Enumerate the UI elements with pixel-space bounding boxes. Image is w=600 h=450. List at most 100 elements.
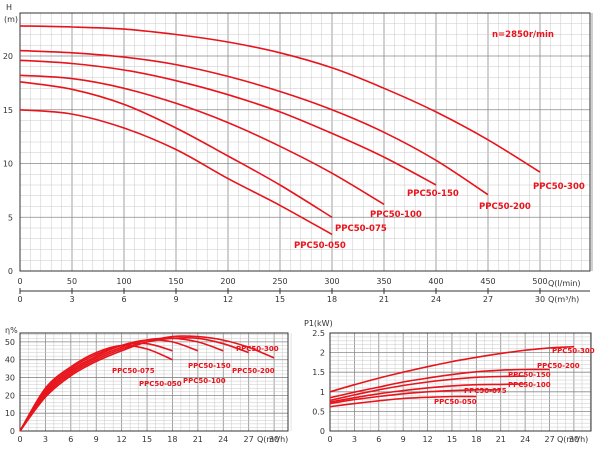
power-xlabel: Q(m³/h) [557,435,588,444]
eff-label-ppc50-300: PPC50-300 [236,345,279,353]
eff-label-ppc50-100: PPC50-100 [183,377,226,385]
eff-x-tick-label: 9 [94,435,99,444]
power-curves [329,345,575,408]
pow-label-ppc50-150: PPC50-150 [508,371,551,379]
pow-y-tick-label: 0.5 [312,407,325,416]
efficiency-curves [19,335,275,432]
head-label-ppc50-200: PPC50-200 [479,202,531,212]
pow-label-ppc50-300: PPC50-300 [552,347,595,355]
head-x2-tick-label: 0 [17,295,22,304]
head-curve-ppc50-075 [19,81,333,218]
pow-x-tick-label: 3 [352,435,357,444]
head-x2-tick-label: 6 [121,295,126,304]
eff-label-ppc50-150: PPC50-150 [188,362,231,370]
pow-curve-ppc50-075 [329,388,501,405]
head-y-tick-label: 5 [8,213,13,222]
pow-plot-frame [329,332,592,432]
eff-curve-ppc50-150 [19,337,224,432]
eff-plot-frame [19,332,289,432]
eff-y-tick-label: 0 [10,427,15,436]
pow-label-ppc50-050: PPC50-050 [434,398,477,406]
eff-curve-ppc50-100 [19,339,199,432]
head-x-tick-label: 350 [376,277,391,286]
head-curve-labels: PPC50-050 PPC50-075 PPC50-100 PPC50-150 … [294,182,585,251]
eff-x-tick-label: 6 [68,435,73,444]
efficiency-chart: η% 0 10 20 30 40 50 0 3 6 9 12 15 18 21 24 27 30 Q(m³/h… [5,326,292,444]
eff-y-tick-label: 40 [5,356,15,365]
pow-y-tick-label: 0 [320,427,325,436]
head-x2-ticks: 0 3 6 9 12 15 18 21 24 27 30 [17,288,590,304]
efficiency-y-ticks: 0 10 20 30 40 50 [5,338,15,436]
head-x-tick-label: 500 [532,277,547,286]
head-x2-tick-label: 30 [535,295,545,304]
pow-curve-ppc50-050 [329,395,477,408]
eff-x-tick-label: 0 [17,435,22,444]
head-curve-ppc50-300 [19,25,541,173]
eff-y-tick-label: 30 [5,374,15,383]
pow-x-tick-label: 18 [471,435,481,444]
head-x2-tick-label: 21 [379,295,389,304]
head-label-ppc50-100: PPC50-100 [370,210,422,220]
speed-annotation: n=2850r/min [492,30,554,40]
pow-x-tick-label: 27 [545,435,555,444]
head-x-tick-label: 150 [168,277,183,286]
head-x2-tick-label: 27 [483,295,493,304]
eff-x-tick-label: 15 [142,435,152,444]
pow-y-tick-label: 2.5 [312,329,325,338]
head-curves [19,25,541,236]
pow-x-tick-label: 12 [423,435,433,444]
pow-x-tick-label: 9 [401,435,406,444]
efficiency-xlabel: Q(m³/h) [257,435,288,444]
head-x-tick-label: 0 [17,277,22,286]
eff-y-tick-label: 10 [5,409,15,418]
head-grid [19,12,593,272]
head-x-tick-label: 450 [480,277,495,286]
head-x-tick-label: 50 [67,277,77,286]
pow-y-tick-label: 1.5 [312,368,325,377]
head-y-tick-label: 0 [8,267,13,276]
eff-curve-ppc50-200 [19,337,249,432]
eff-x-tick-label: 24 [218,435,228,444]
head-xlabel-primary: Q(l/min) [548,279,581,288]
eff-x-tick-label: 27 [244,435,254,444]
power-ylabel: P1(kW) [304,319,333,328]
pow-x-tick-label: 21 [496,435,506,444]
eff-label-ppc50-050: PPC50-050 [139,380,182,388]
head-curve-ppc50-200 [19,49,489,196]
head-x-ticks: 0 50 100 150 200 250 300 350 400 450 500 [17,277,547,286]
power-y-ticks: 0 0.5 1 1.5 2 2.5 [312,329,325,436]
head-ylabel: H [6,3,12,12]
pow-x-tick-label: 6 [376,435,381,444]
pow-label-ppc50-200: PPC50-200 [537,362,580,370]
head-y-tick-label: 20 [3,52,13,61]
power-x-ticks: 0 3 6 9 12 15 18 21 24 27 30 [327,435,579,444]
head-x2-tick-label: 18 [327,295,337,304]
head-x-tick-label: 250 [272,277,287,286]
eff-curve-ppc50-050 [19,344,173,432]
pow-curve-ppc50-300 [329,345,575,393]
head-x2-tick-label: 9 [173,295,178,304]
head-curve-ppc50-050 [19,109,333,236]
eff-x-tick-label: 21 [193,435,203,444]
head-y-tick-label: 10 [3,160,13,169]
head-x2-tick-label: 3 [69,295,74,304]
power-chart: P1(kW) 0 0.5 1 1.5 2 2.5 0 3 6 9 12 15 18 21 24 27 30 Q… [304,319,595,444]
eff-label-ppc50-200: PPC50-200 [232,367,275,375]
head-label-ppc50-050: PPC50-050 [294,241,346,251]
eff-x-tick-label: 18 [167,435,177,444]
head-x-tick-label: 300 [324,277,339,286]
head-x-tick-label: 400 [428,277,443,286]
eff-x-tick-label: 12 [117,435,127,444]
eff-curve-ppc50-300 [19,335,275,432]
pow-curve-ppc50-200 [329,368,550,399]
pow-label-ppc50-100: PPC50-100 [508,381,551,389]
pow-y-tick-label: 1 [320,388,325,397]
eff-x-tick-label: 30 [269,435,279,444]
head-y-tick-label: 15 [3,106,13,115]
head-y-ticks: 0 5 10 15 20 [3,52,13,276]
power-curve-labels: PPC50-050 PPC50-075 PPC50-100 PPC50-150 … [434,347,595,406]
pow-curve-ppc50-150 [329,375,526,402]
head-label-ppc50-150: PPC50-150 [407,189,459,199]
